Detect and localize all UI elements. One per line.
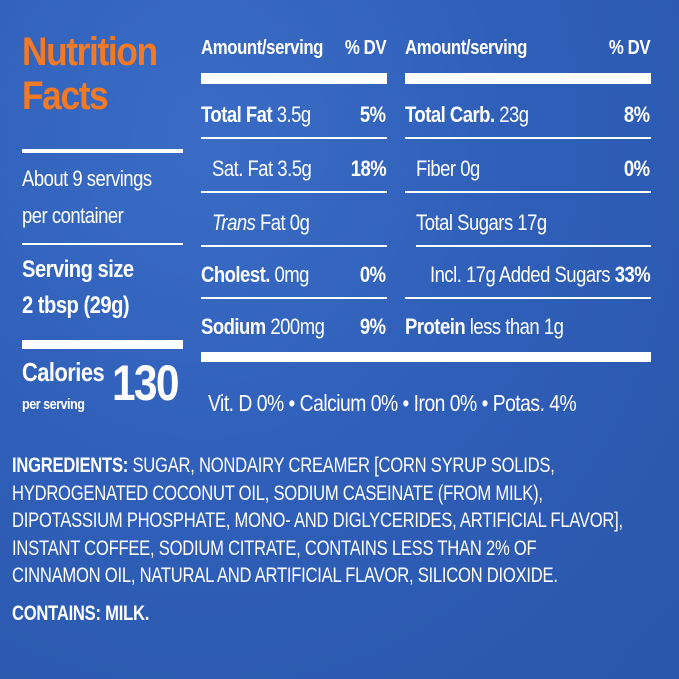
right-dv-header: % DV [608,37,651,59]
right-amount-header: Amount/serving [405,37,528,59]
left-header-thick-rule [201,73,387,84]
left-row-divider-4 [201,297,387,299]
cholesterol-label: Cholest. [201,262,270,287]
trans-fat-label: Trans [212,210,256,235]
servings-divider [22,243,183,245]
left-amount-header: Amount/serving [201,37,324,59]
added-sugars-dv: 33% [614,262,651,287]
total-carb-dv: 8% [624,102,650,127]
sat-fat-amount: 3.5g [277,156,312,181]
left-row-divider-1 [201,137,387,139]
right-header-thick-rule [405,73,651,84]
serving-size-label: Serving size [22,256,134,283]
ingredients-line-3: DIPOTASSIUM PHOSPHATE, MONO- AND DIGLYCE… [12,509,623,532]
title-divider [22,149,183,153]
sat-fat-dv: 18% [350,156,387,181]
fiber-dv: 0% [624,156,650,181]
cholesterol-dv: 0% [360,262,386,287]
trans-fat-amount: Fat 0g [259,210,310,235]
left-row-divider-3 [201,245,387,247]
total-sugars-label: Total Sugars 17g [416,210,547,235]
calories-value: 130 [112,355,180,411]
protein-amount: less than 1g [469,314,564,339]
ingredients-line-1: INGREDIENTS: SUGAR, NONDAIRY CREAMER [CO… [12,452,555,480]
ingredients-line-4: INSTANT COFFEE, SODIUM CITRATE, CONTAINS… [12,536,537,560]
serving-size-divider [22,340,183,349]
cholesterol-row: Cholest. 0mg [201,262,309,288]
added-sugars-label: Incl. 17g Added Sugars [430,262,611,287]
sat-fat-label: Sat. Fat [212,156,273,181]
ingredients-label: INGREDIENTS: [12,454,129,477]
servings-per-container-line2: per container [22,203,124,228]
total-fat-label: Total Fat [201,102,273,127]
right-row-divider-1 [405,137,651,139]
title-line-2: Facts [22,74,109,118]
right-row-divider-3 [416,245,651,247]
left-dv-header: % DV [344,37,387,59]
serving-size-value: 2 tbsp (29g) [22,292,130,319]
left-row-divider-2 [201,191,387,193]
trans-fat-row: Trans Fat 0g [212,210,310,236]
vitamins-minerals: Vit. D 0% • Calcium 0% • Iron 0% • Potas… [208,390,577,416]
total-fat-amount: 3.5g [276,102,311,127]
protein-label: Protein [405,314,466,339]
protein-row: Protein less than 1g [405,314,564,340]
total-fat-dv: 5% [360,102,386,127]
right-row-divider-2 [405,191,651,193]
ingredients-line-2: HYDROGENATED COCONUT OIL, SODIUM CASEINA… [12,481,543,505]
total-carb-label: Total Carb. [405,102,495,127]
sodium-row: Sodium 200mg [201,314,325,340]
fiber-label: Fiber 0g [416,156,480,181]
cholesterol-amount: 0mg [274,262,310,287]
allergen-statement: CONTAINS: MILK. [12,601,150,625]
ingredients-block: INGREDIENTS: SUGAR, NONDAIRY CREAMER [CO… [12,452,667,627]
bottom-thick-rule [201,352,651,362]
sodium-label: Sodium [201,314,266,339]
servings-per-container-line1: About 9 servings [22,166,152,191]
right-row-divider-4 [405,297,651,299]
ingredients-line-5: CINNAMON OIL, NATURAL AND ARTIFICIAL FLA… [12,564,558,587]
sodium-dv: 9% [360,314,386,339]
total-fat-row: Total Fat 3.5g [201,102,311,128]
nutrition-facts-title: Nutrition Facts [22,30,158,118]
title-line-1: Nutrition [22,30,158,74]
calories-label: Calories [22,357,105,387]
calories-per-serving: per serving [22,396,85,413]
sodium-amount: 200mg [270,314,325,339]
total-carb-amount: 23g [499,102,529,127]
ingredients-text-1: SUGAR, NONDAIRY CREAMER [CORN SYRUP SOLI… [132,454,555,477]
total-carb-row: Total Carb. 23g [405,102,529,128]
sat-fat-row: Sat. Fat 3.5g [212,156,312,182]
